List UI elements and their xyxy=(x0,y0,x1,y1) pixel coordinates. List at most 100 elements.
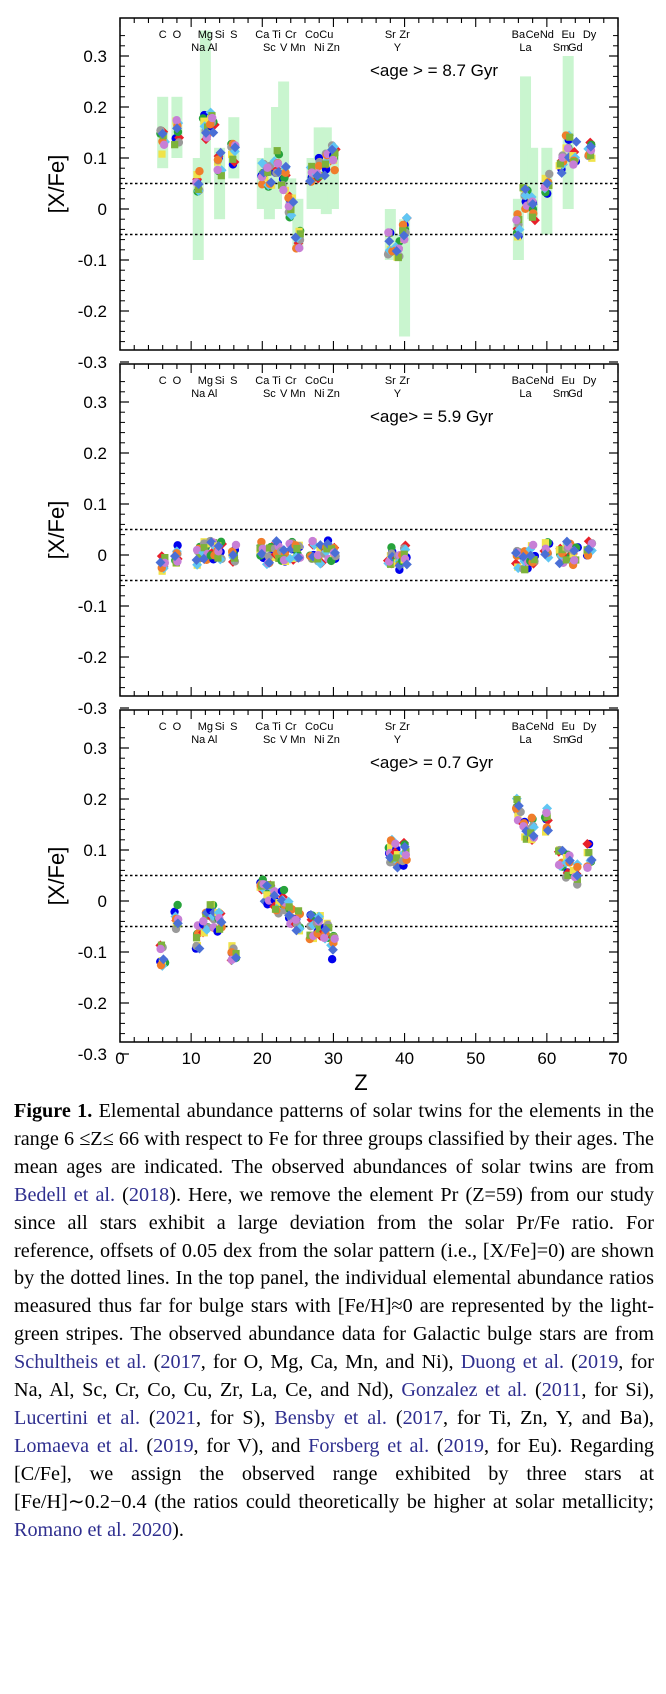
data-point xyxy=(308,162,316,171)
caption-text: ). Here, we remove the element Pr (Z=59)… xyxy=(14,1183,654,1346)
data-point xyxy=(200,544,208,552)
data-point xyxy=(384,236,395,247)
element-label: Na xyxy=(191,734,206,746)
caption-text: , for Na, Al, Sc, Cr, Co, Cu, Zr, La, Ce… xyxy=(14,1351,654,1402)
data-point xyxy=(513,795,521,804)
data-point xyxy=(172,918,183,929)
data-point xyxy=(264,552,273,561)
x-tick-label: 30 xyxy=(324,1049,343,1068)
element-label: Sm xyxy=(553,42,570,54)
caption-text: ( xyxy=(564,1351,578,1374)
data-point xyxy=(172,123,182,134)
data-point xyxy=(279,885,289,895)
element-label: V xyxy=(280,734,288,746)
element-label: C xyxy=(159,721,167,733)
data-point xyxy=(273,159,283,168)
data-point xyxy=(384,228,393,237)
element-label: Y xyxy=(394,734,402,746)
element-label: Dy xyxy=(583,721,597,733)
citation-link: Gonzalez et al. xyxy=(401,1379,528,1402)
mean-age-annotation: <age > = 8.7 Gyr xyxy=(370,61,498,80)
data-point xyxy=(320,924,331,935)
data-point xyxy=(556,160,564,168)
data-point xyxy=(399,230,409,241)
data-point xyxy=(161,553,169,562)
y-tick-label: -0.2 xyxy=(78,302,107,321)
data-point xyxy=(569,160,578,169)
data-point xyxy=(284,910,295,921)
y-tick-label: 0.2 xyxy=(83,790,107,809)
data-point xyxy=(518,551,529,562)
data-point xyxy=(159,140,169,149)
element-label: Sm xyxy=(553,388,570,400)
data-point xyxy=(522,835,530,843)
element-label: Cr xyxy=(285,721,297,733)
element-label: Si xyxy=(215,29,225,41)
abundance-figure: -0.3-0.2-0.100.10.20.3[X/Fe]C O Mg Si S Ca Ti C… xyxy=(44,17,628,1090)
data-point xyxy=(158,150,166,158)
data-point xyxy=(571,136,582,147)
data-point xyxy=(227,150,236,159)
data-point xyxy=(520,184,531,195)
x-tick-label: 40 xyxy=(395,1049,414,1068)
caption-text: , for S), xyxy=(196,1406,275,1429)
data-point xyxy=(191,555,202,565)
bulge-range-band xyxy=(214,147,226,220)
element-label: C xyxy=(159,375,167,387)
data-point xyxy=(157,128,168,139)
data-point xyxy=(331,149,339,157)
element-label: Cu xyxy=(319,721,333,733)
data-point xyxy=(323,545,331,553)
caption-text: ( xyxy=(138,1434,154,1457)
panel-frame xyxy=(119,17,619,351)
data-point xyxy=(528,540,538,550)
element-label: S xyxy=(230,375,237,387)
element-label: Ni xyxy=(314,42,324,54)
citation-link: 2019 xyxy=(443,1434,484,1457)
element-label: S xyxy=(230,29,237,41)
caption-text: , for O, Mg, Ca, Mn, and Ni), xyxy=(200,1351,461,1374)
data-point xyxy=(193,179,204,190)
data-point xyxy=(541,174,549,183)
data-point xyxy=(327,954,337,964)
element-label: Mn xyxy=(290,42,305,54)
citation-link: Duong et al. xyxy=(460,1351,565,1374)
y-tick-label: 0.3 xyxy=(83,393,107,412)
data-point xyxy=(173,900,182,910)
data-point xyxy=(561,536,572,547)
data-point xyxy=(206,537,217,548)
data-point xyxy=(521,566,529,574)
data-point xyxy=(542,808,551,818)
element-label: Mg xyxy=(198,375,213,387)
data-point xyxy=(572,870,583,881)
y-tick-label: -0.3 xyxy=(78,1045,107,1064)
data-point xyxy=(231,952,241,963)
y-tick-label: 0 xyxy=(98,546,107,565)
element-label: Ce xyxy=(526,29,540,41)
data-point xyxy=(264,557,275,568)
mean-age-annotation: <age> = 5.9 Gyr xyxy=(370,407,494,426)
caption-text: ). xyxy=(172,1518,184,1541)
x-tick-label: 10 xyxy=(182,1049,201,1068)
data-point xyxy=(330,934,339,944)
data-point xyxy=(327,144,338,155)
data-point xyxy=(273,147,281,155)
x-tick-label: 70 xyxy=(609,1049,628,1068)
data-point xyxy=(513,230,523,241)
x-tick-label: 60 xyxy=(537,1049,556,1068)
data-point xyxy=(541,539,550,547)
element-label: Co xyxy=(305,375,319,387)
caption-text: Elemental abundance patterns of solar tw… xyxy=(14,1100,654,1178)
caption-text: ( xyxy=(115,1183,129,1206)
data-point xyxy=(290,232,301,243)
data-point xyxy=(392,854,401,862)
element-label: Cr xyxy=(285,375,297,387)
data-point xyxy=(263,163,272,172)
data-point xyxy=(319,170,330,181)
element-label: S xyxy=(230,721,237,733)
y-tick-label: 0.1 xyxy=(83,841,107,860)
data-point xyxy=(275,898,283,907)
element-label: Zr xyxy=(399,375,410,387)
element-label: Eu xyxy=(561,721,574,733)
element-label: Ba xyxy=(512,721,526,733)
